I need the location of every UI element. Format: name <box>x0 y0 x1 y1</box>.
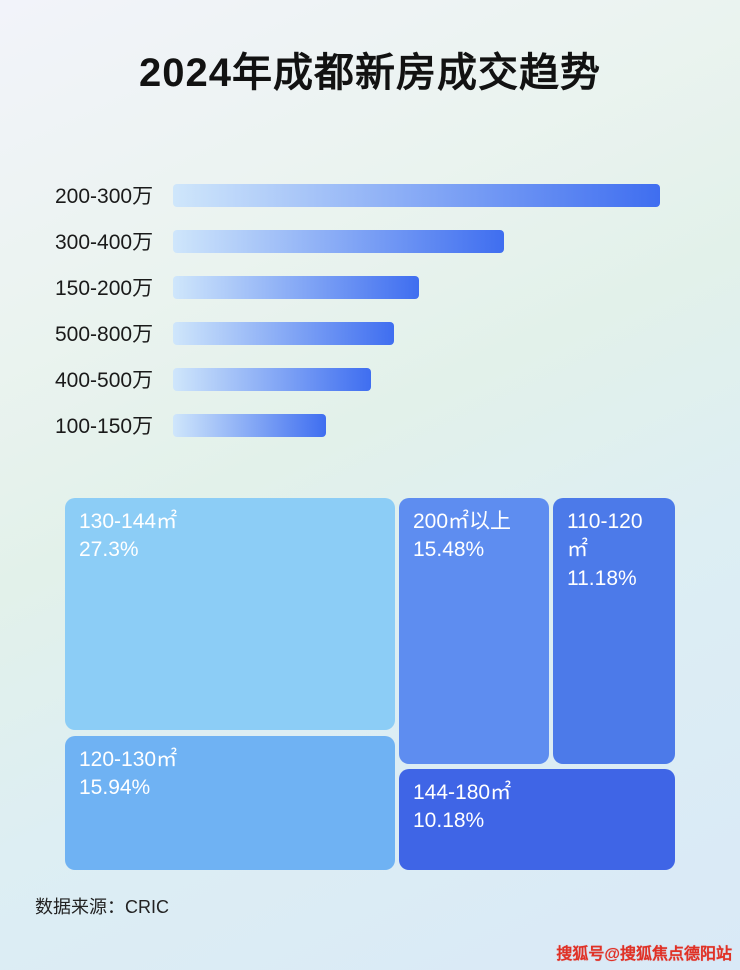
page-title: 2024年成都新房成交趋势 <box>139 51 601 95</box>
treemap-block-label: 110-120㎡ <box>567 510 643 562</box>
bar-category-label: 150-200万 <box>55 277 154 300</box>
treemap-block: 200㎡以上 15.48% <box>399 498 549 764</box>
bar <box>173 275 419 299</box>
bar-track <box>173 229 660 253</box>
bar-row: 100-150万 <box>55 402 695 448</box>
bar-row: 150-200万 <box>55 264 695 310</box>
bar-row: 500-800万 <box>55 310 695 356</box>
treemap-block-label: 120-130㎡ <box>79 748 178 771</box>
bar-track <box>173 413 660 437</box>
treemap-block-value: 27.3% <box>79 538 139 562</box>
treemap-block-label: 200㎡以上 <box>413 510 512 533</box>
bar-row: 300-400万 <box>55 218 695 264</box>
bar-category-label: 400-500万 <box>55 369 154 392</box>
bar <box>173 183 660 207</box>
treemap-block: 130-144㎡ 27.3% <box>65 498 395 730</box>
watermark-text: 搜狐号@搜狐焦点德阳站 <box>556 946 732 963</box>
treemap-block-value: 15.94% <box>79 776 151 800</box>
bar-category-label: 300-400万 <box>55 231 154 254</box>
bar-track <box>173 367 660 391</box>
bar-track <box>173 183 660 207</box>
bar-track <box>173 275 660 299</box>
treemap-block-label: 144-180㎡ <box>413 781 512 804</box>
treemap-block-label: 130-144㎡ <box>79 510 178 533</box>
price-band-bar-chart: 200-300万 300-400万 150-200万 500-800万 400-500万… <box>55 172 695 448</box>
bar-category-label: 500-800万 <box>55 323 154 346</box>
bar <box>173 321 395 345</box>
data-source-note: 数据来源：CRIC <box>35 897 169 917</box>
area-share-treemap: 130-144㎡ 27.3% 120-130㎡ 15.94% 200㎡以上 15.48% 1… <box>65 498 675 870</box>
treemap-block: 120-130㎡ 15.94% <box>65 736 395 870</box>
bar-category-label: 100-150万 <box>55 415 154 438</box>
bar <box>173 413 327 437</box>
treemap-block: 110-120㎡ 11.18% <box>553 498 675 764</box>
bar <box>173 229 505 253</box>
bar <box>173 367 371 391</box>
bar-category-label: 200-300万 <box>55 185 154 208</box>
bar-row: 200-300万 <box>55 172 695 218</box>
treemap-block-value: 11.18% <box>567 566 637 590</box>
treemap-block-value: 15.48% <box>413 538 485 562</box>
treemap-block: 144-180㎡ 10.18% <box>399 769 675 870</box>
bar-row: 400-500万 <box>55 356 695 402</box>
treemap-block-value: 10.18% <box>413 809 485 833</box>
bar-track <box>173 321 660 345</box>
